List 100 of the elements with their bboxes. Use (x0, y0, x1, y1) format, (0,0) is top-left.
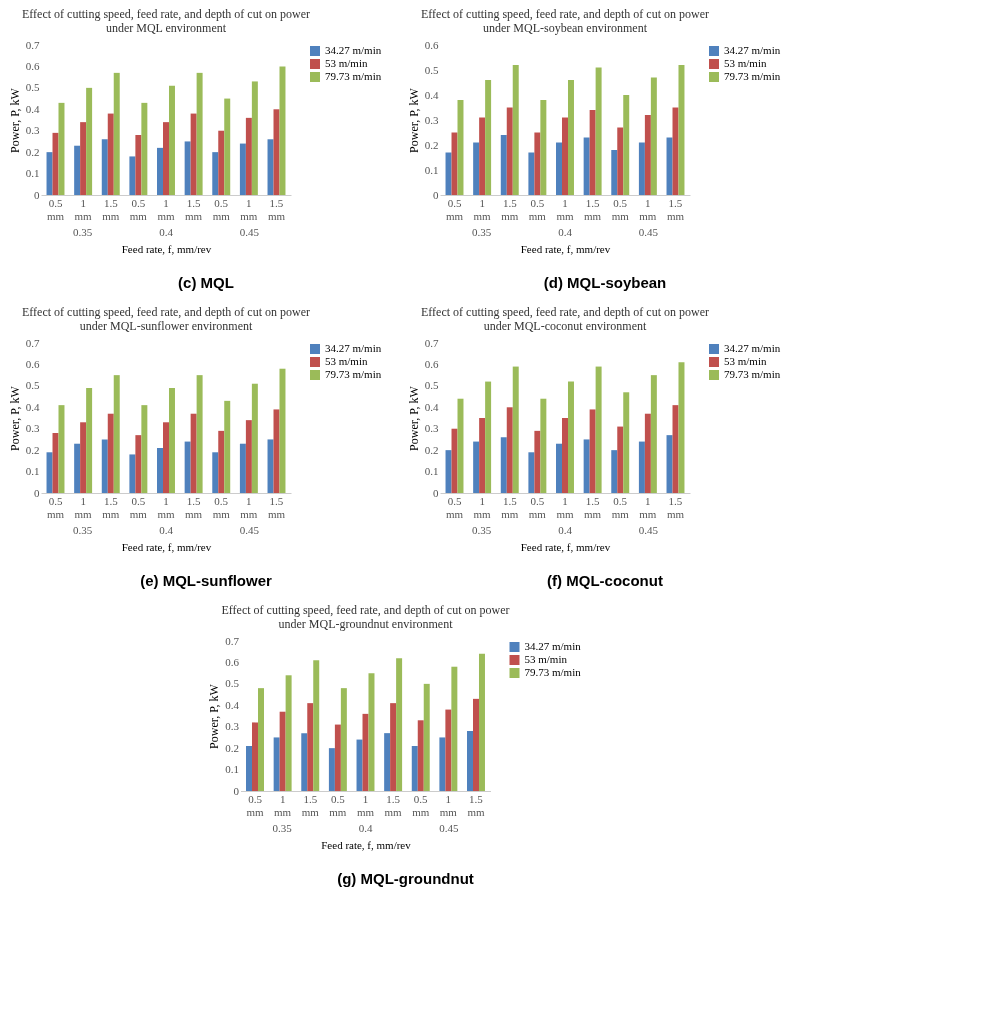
bar (258, 688, 264, 791)
y-tick-label: 0.6 (25, 59, 40, 72)
y-tick-label: 0 (433, 188, 439, 201)
x-tick-label: 0.5 mm (329, 792, 347, 818)
y-tick-label: 0 (34, 188, 40, 201)
bar (279, 711, 286, 791)
y-tick-label: 0.3 (424, 422, 439, 435)
bar (638, 142, 645, 195)
text: (e) MQL-sunflower (140, 572, 272, 589)
text: 0.45 (239, 524, 260, 536)
text: 0.4 (159, 524, 174, 536)
bar (129, 156, 136, 195)
bar (80, 122, 87, 195)
x-tick-label: 0.5 mm (611, 196, 630, 222)
legend-label: 53 m/min (524, 653, 568, 665)
x-tick-label: 1.5 mm (267, 494, 286, 520)
x-tick-label: 1 mm (157, 494, 175, 520)
x-tick-label: 0.5 mm (611, 494, 630, 520)
x-tick-label: 1.5 mm (384, 792, 403, 818)
x-tick-label: 0.5 mm (46, 196, 65, 222)
bar (666, 435, 673, 493)
y-tick-label: 0.5 (25, 379, 40, 392)
x-axis-title: Feed rate, f, mm/rev (121, 242, 212, 255)
y-axis-title: Power, P, kW (207, 683, 222, 749)
bar (390, 703, 397, 791)
bar (445, 450, 452, 493)
bar (168, 85, 175, 195)
legend-label: 34.27 m/min (724, 342, 781, 354)
y-tick-label: 0 (433, 486, 439, 499)
x-tick-label: 0.5 mm (246, 792, 264, 818)
bar (86, 388, 93, 493)
x-tick-label: 0.5 mm (212, 196, 231, 222)
bar (623, 95, 630, 195)
bar (589, 110, 596, 195)
bar (184, 441, 191, 493)
bar (583, 137, 590, 195)
y-axis-title: Power, P, kW (7, 385, 22, 451)
chart-title: Effect of cutting speed, feed rate, and depth of cut on power under MQL-soybean environment (421, 7, 709, 35)
y-axis-title: Power, P, kW (406, 87, 421, 153)
x-tick-label: 1.5 mm (301, 792, 320, 818)
chart-title: Effect of cutting speed, feed rate, and depth of cut on power under MQL-coconut environment (421, 305, 709, 333)
text: 0.35 (73, 226, 93, 238)
bar (46, 452, 53, 493)
bar (617, 426, 624, 493)
bar (485, 381, 492, 493)
x-tick-label: 1.5 mm (666, 196, 685, 222)
bar (650, 77, 657, 195)
bar (135, 135, 142, 195)
bar (86, 87, 93, 195)
bar (184, 141, 191, 195)
x-tick-label: 1.5 mm (501, 196, 519, 222)
bar (251, 81, 258, 195)
y-tick-label: 0.2 (25, 443, 40, 456)
bar (273, 737, 280, 791)
bar (267, 439, 274, 493)
y-tick-label: 0.1 (25, 465, 40, 478)
x-tick-label: 1 mm (274, 792, 292, 818)
x-tick-label: 1.5 mm (467, 792, 485, 818)
y-tick-label: 0 (34, 486, 40, 499)
y-tick-label: 0.7 (25, 38, 40, 51)
text: (d) MQL-soybean (543, 274, 667, 291)
bar (157, 147, 164, 195)
text: 0.4 (159, 226, 174, 238)
bar (301, 733, 308, 791)
text: 0.45 (638, 226, 659, 238)
y-tick-label: 0.4 (424, 88, 439, 101)
text: 0.4 (358, 822, 373, 834)
y-tick-label: 0.3 (424, 113, 439, 126)
bar (224, 400, 231, 493)
bar (334, 724, 341, 791)
bar (512, 65, 519, 195)
bar (212, 152, 219, 195)
bar (328, 748, 335, 791)
x-axis-title: Feed rate, f, mm/rev (520, 540, 611, 553)
bar (595, 366, 602, 493)
bar (485, 80, 492, 195)
bar (190, 413, 197, 493)
y-axis-title: Power, P, kW (406, 385, 421, 451)
y-tick-label: 0.7 (424, 336, 439, 349)
bar (157, 448, 164, 493)
bar (368, 673, 375, 791)
text: (f) MQL-coconut (547, 572, 663, 589)
y-tick-label: 0.2 (424, 138, 439, 151)
y-tick-label: 0.5 (225, 677, 240, 690)
x-tick-label: 1.5 mm (666, 494, 685, 520)
x-tick-label: 0.5 mm (129, 494, 148, 520)
bar (196, 72, 203, 195)
bar (540, 100, 547, 195)
text: 0.35 (73, 524, 93, 536)
bar (313, 660, 320, 791)
y-tick-label: 0.2 (25, 145, 40, 158)
x-tick-label: 1.5 mm (185, 494, 203, 520)
bar (279, 368, 286, 493)
y-tick-label: 0.5 (424, 63, 439, 76)
legend-label: 53 m/min (724, 57, 767, 69)
y-tick-label: 0.6 (424, 38, 439, 51)
bar (439, 737, 446, 791)
bar (163, 122, 169, 195)
y-tick-label: 0.4 (225, 698, 240, 711)
x-tick-label: 0.5 mm (46, 494, 65, 520)
